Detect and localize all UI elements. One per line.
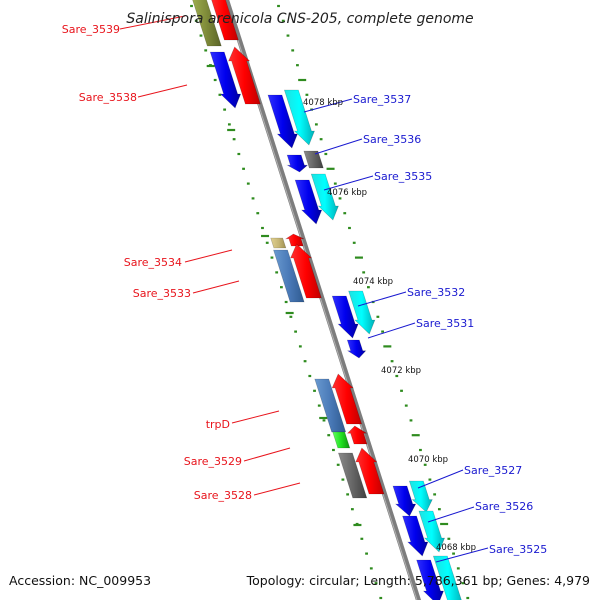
gene-label-sare-3536: Sare_3536 <box>363 133 421 146</box>
gene-sare-3525-cyan <box>432 555 462 600</box>
gene-trpd-steel <box>314 378 347 433</box>
leader-sare-3533 <box>192 280 240 294</box>
gene-sare-3538-blue <box>209 51 242 109</box>
scale-ticks <box>190 4 470 600</box>
gene-sare-3537-cyan <box>283 89 315 146</box>
leader-sare-3532 <box>357 291 407 307</box>
gene-features <box>192 0 462 600</box>
gene-sare-3536 <box>286 154 309 173</box>
gene-label-sare-3532: Sare_3532 <box>407 286 465 299</box>
gene-label-sare-3527: Sare_3527 <box>464 464 522 477</box>
gene-sare-3528-gray <box>337 452 368 499</box>
gene-label-sare-3525: Sare_3525 <box>489 543 547 556</box>
leader-sare-3534 <box>184 249 233 263</box>
leader-sare-3538 <box>137 84 188 98</box>
gene-sare-3533-red <box>290 243 322 299</box>
gene-label-sare-3537: Sare_3537 <box>353 93 411 106</box>
topology-text: Topology: circular; Length: 5,786,361 bp… <box>246 573 590 588</box>
leader-sare-3525 <box>435 547 489 563</box>
kbp-marker-4070: 4070 kbp <box>408 455 448 465</box>
gene-sare-3536-gray <box>303 150 324 169</box>
gene-sare-3539-olive <box>192 0 222 47</box>
gene-sare-3526-cyan <box>418 510 446 553</box>
leader-trpd <box>231 410 280 424</box>
gene-label-sare-3539: Sare_3539 <box>62 23 120 36</box>
gene-sare-3532-cyan <box>348 290 376 335</box>
gene-sare-3535 <box>294 179 323 225</box>
gene-sare-3538 <box>228 46 261 105</box>
gene-sare-3532 <box>331 295 359 339</box>
leader-sare-3537 <box>303 98 353 113</box>
leader-sare-3535 <box>323 175 374 191</box>
gene-label-sare-3528: Sare_3528 <box>194 489 252 502</box>
gene-sare-3527-cyan <box>408 480 433 513</box>
kbp-marker-4068: 4068 kbp <box>436 543 476 553</box>
leader-sare-3527 <box>417 469 464 489</box>
gene-trpd <box>331 373 363 425</box>
gene-sare-3525 <box>416 559 444 600</box>
gene-label-trpd: trpD <box>206 418 230 431</box>
gene-label-sare-3529: Sare_3529 <box>184 455 242 468</box>
kbp-marker-4078: 4078 kbp <box>303 98 343 108</box>
gene-sare-3529-green <box>332 431 351 449</box>
leader-sare-3531 <box>367 322 416 339</box>
gene-sare-3531 <box>346 339 367 359</box>
kbp-marker-4072: 4072 kbp <box>381 366 421 376</box>
gene-sare-3526 <box>402 515 429 557</box>
gene-sare-3529 <box>346 425 368 445</box>
gene-sare-3533 <box>273 249 305 303</box>
accession-text: Accession: NC_009953 <box>9 573 152 588</box>
gene-label-sare-3531: Sare_3531 <box>416 317 474 330</box>
gene-sare-3539 <box>211 0 239 41</box>
kbp-marker-4076: 4076 kbp <box>327 188 367 198</box>
leader-sare-3528 <box>253 482 301 496</box>
label-leader-lines <box>119 15 489 563</box>
leader-sare-3529 <box>243 447 291 462</box>
map-title: Salinispora arenicola CNS-205, complete … <box>126 11 473 27</box>
gene-label-sare-3534: Sare_3534 <box>124 256 182 269</box>
gene-sare-3527 <box>392 485 417 517</box>
leader-sare-3539 <box>119 15 186 30</box>
gene-label-sare-3538: Sare_3538 <box>79 91 137 104</box>
gene-sare-3528 <box>355 447 385 495</box>
gene-sare-3535-cyan <box>310 173 339 221</box>
gene-sare-3534-tan <box>270 237 287 249</box>
gene-label-sare-3535: Sare_3535 <box>374 170 432 183</box>
gene-sare-3537 <box>267 94 298 149</box>
gene-label-sare-3526: Sare_3526 <box>475 500 533 513</box>
gene-label-sare-3533: Sare_3533 <box>133 287 191 300</box>
leader-sare-3526 <box>427 506 475 523</box>
leader-sare-3536 <box>314 138 363 155</box>
kbp-marker-4074: 4074 kbp <box>353 277 393 287</box>
